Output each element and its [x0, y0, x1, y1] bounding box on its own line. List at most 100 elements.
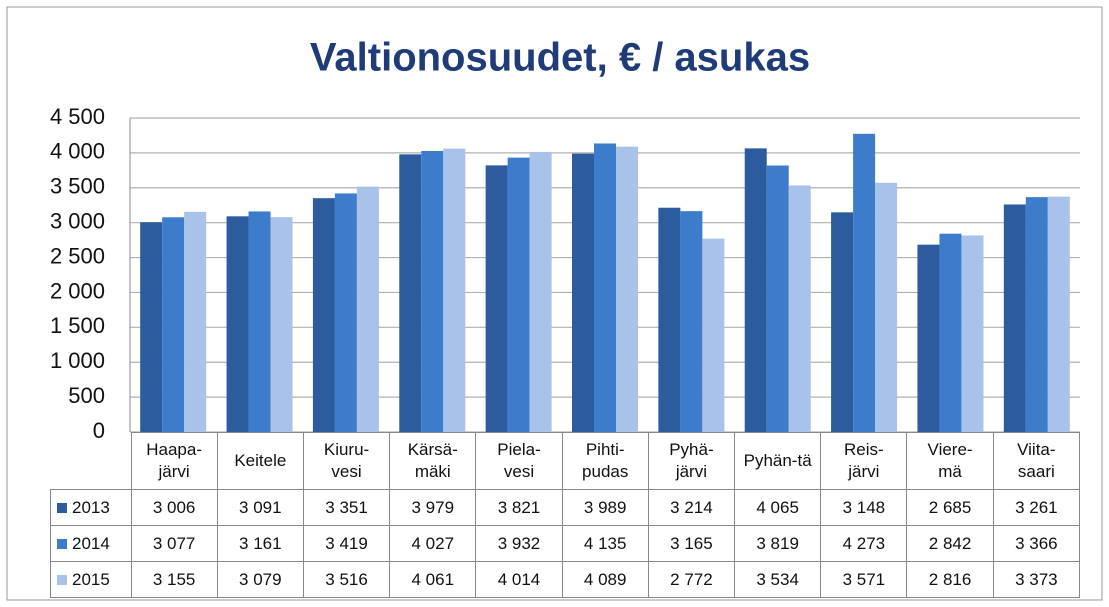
legend-label: 2013	[72, 497, 110, 517]
y-tick-label: 3 500	[50, 174, 105, 199]
y-tick-label: 1 000	[50, 348, 105, 373]
category-label: Viita- saari	[992, 432, 1081, 490]
value-label: 2 685	[906, 489, 994, 526]
legend-swatch	[57, 538, 67, 549]
value-label: 3 351	[302, 489, 391, 526]
bar	[248, 211, 271, 432]
category-label: Kiuru- vesi	[302, 432, 391, 490]
legend-cell: 2015	[50, 561, 132, 598]
bar	[507, 157, 530, 432]
bar	[572, 153, 594, 433]
value-label: 4 027	[389, 525, 477, 562]
value-label: 3 261	[992, 489, 1081, 526]
bar	[658, 207, 681, 432]
chart-title: Valtionosuudet, € / asukas	[310, 36, 810, 80]
legend-label: 2015	[72, 569, 110, 589]
bar	[443, 148, 466, 432]
bar	[853, 133, 876, 433]
bar	[529, 151, 552, 433]
y-tick-label: 2 500	[50, 243, 105, 268]
chart-frame	[6, 6, 1103, 601]
value-label: 3 165	[647, 525, 736, 562]
legend-swatch	[57, 574, 67, 585]
value-label: 3 989	[561, 489, 649, 526]
value-label: 2 772	[647, 561, 736, 598]
legend-label: 2014	[72, 533, 110, 553]
value-label: 4 273	[820, 525, 908, 562]
category-label: Haapa- järvi	[130, 432, 218, 490]
table-row: 2013 3 006 3 091 3 351 3 979 3 821 3 989 3 214 4…	[50, 489, 1081, 526]
category-label: Pyhän-tä	[734, 432, 822, 490]
bar	[788, 185, 811, 432]
category-label: Viere- mä	[906, 432, 994, 490]
bar	[616, 146, 638, 433]
table-row: 2015 3 155 3 079 3 516 4 061 4 014 4 089 2 772 3…	[50, 561, 1081, 598]
value-label: 3 006	[130, 489, 218, 526]
value-label: 3 079	[216, 561, 304, 598]
bar	[875, 182, 898, 432]
legend-swatch	[57, 502, 67, 513]
bar	[766, 165, 789, 432]
bar	[334, 193, 357, 432]
bar	[356, 186, 379, 432]
category-label: Pyhä- järvi	[647, 432, 736, 490]
value-label: 3 419	[302, 525, 391, 562]
bar	[270, 217, 293, 432]
value-label: 2 842	[906, 525, 994, 562]
y-tick-label: 3 000	[50, 208, 105, 233]
y-tick-label: 4 000	[50, 139, 105, 164]
bar	[1047, 196, 1070, 432]
value-label: 3 214	[647, 489, 736, 526]
bar	[184, 211, 207, 432]
value-label: 3 155	[130, 561, 218, 598]
data-table: Haapa- järvi Keitele Kiuru- vesi Kärsä- mäk…	[50, 432, 1081, 598]
bar	[961, 235, 984, 432]
bar	[1025, 197, 1048, 432]
legend-cell: 2013	[50, 489, 132, 526]
bar	[594, 143, 616, 433]
value-label: 4 065	[734, 489, 822, 526]
bar	[831, 212, 854, 432]
bar	[226, 216, 249, 432]
value-label: 4 014	[475, 561, 563, 598]
bar	[939, 233, 962, 432]
bar	[399, 154, 422, 432]
bar	[421, 151, 444, 432]
value-label: 3 932	[475, 525, 563, 562]
bar	[1003, 204, 1026, 432]
value-label: 3 366	[992, 525, 1081, 562]
bar	[702, 238, 725, 432]
table-header-row: Haapa- järvi Keitele Kiuru- vesi Kärsä- mäk…	[51, 432, 1081, 490]
category-label: Piela- vesi	[475, 432, 563, 490]
bar	[140, 222, 163, 432]
value-label: 3 077	[130, 525, 218, 562]
y-tick-label: 2 000	[50, 278, 105, 303]
y-tick-label: 0	[93, 418, 105, 443]
data-table-body: Haapa- järvi Keitele Kiuru- vesi Kärsä- mäk…	[50, 432, 1081, 598]
value-label: 4 089	[561, 561, 649, 598]
table-row: 2014 3 077 3 161 3 419 4 027 3 932 4 135 3 165 3…	[50, 525, 1081, 562]
value-label: 3 373	[992, 561, 1081, 598]
value-label: 3 091	[216, 489, 304, 526]
category-label: Keitele	[216, 432, 304, 490]
bar	[162, 217, 185, 432]
value-label: 3 819	[734, 525, 822, 562]
value-label: 3 161	[216, 525, 304, 562]
bar	[917, 244, 940, 432]
value-label: 2 816	[906, 561, 994, 598]
value-label: 4 061	[389, 561, 477, 598]
bar	[312, 198, 335, 432]
bar	[744, 148, 767, 432]
legend-cell: 2014	[50, 525, 132, 562]
category-label: Pihti- pudas	[561, 432, 649, 490]
y-tick-label: 1 500	[50, 313, 105, 338]
category-label: Kärsä- mäki	[389, 432, 477, 490]
value-label: 3 516	[302, 561, 391, 598]
value-label: 3 979	[389, 489, 477, 526]
value-label: 3 534	[734, 561, 822, 598]
bar	[485, 165, 508, 433]
category-label: Reis- järvi	[820, 432, 908, 490]
y-tick-label: 500	[68, 383, 105, 408]
value-label: 3 821	[475, 489, 563, 526]
